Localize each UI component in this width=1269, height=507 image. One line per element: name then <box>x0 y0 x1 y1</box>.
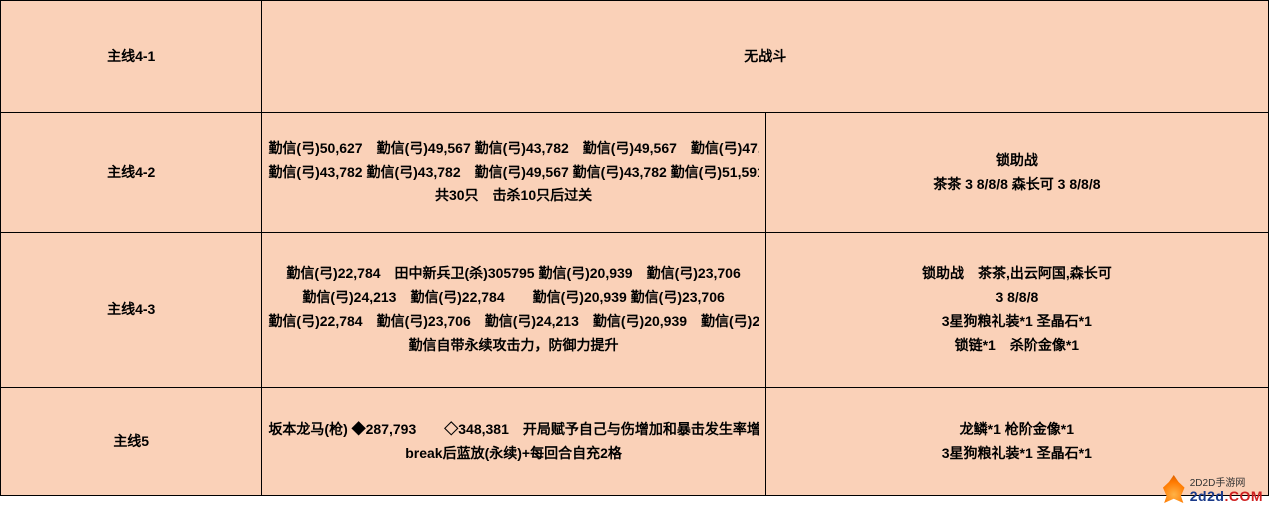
detail-cell: 勤信(弓)22,784 田中新兵卫(杀)305795 勤信(弓)20,939 勤… <box>262 233 765 388</box>
stage-cell: 主线4-3 <box>1 233 262 388</box>
stage-cell: 主线4-1 <box>1 1 262 113</box>
stage-cell: 主线5 <box>1 388 262 496</box>
detail-line: 勤信自带永续攻击力，防御力提升 <box>268 334 758 358</box>
stage-table: 主线4-1无战斗主线4-2勤信(弓)50,627 勤信(弓)49,567 勤信(… <box>0 0 1269 496</box>
detail-line: 勤信(弓)50,627 勤信(弓)49,567 勤信(弓)43,782 勤信(弓… <box>268 137 758 161</box>
watermark: 2D2D手游网 2d2d.COM <box>1162 475 1263 503</box>
stage-cell: 主线4-2 <box>1 113 262 233</box>
table-row: 主线4-2勤信(弓)50,627 勤信(弓)49,567 勤信(弓)43,782… <box>1 113 1269 233</box>
detail-line: 共30只 击杀10只后过关 <box>268 184 758 208</box>
note-line: 锁助战 茶茶,出云阿国,森长可 <box>772 262 1262 286</box>
detail-line: 无战斗 <box>268 45 1262 69</box>
note-line: 3星狗粮礼装*1 圣晶石*1 <box>772 310 1262 334</box>
detail-cell: 无战斗 <box>262 1 1269 113</box>
detail-line: 勤信(弓)43,782 勤信(弓)43,782 勤信(弓)49,567 勤信(弓… <box>268 161 758 185</box>
table-row: 主线4-1无战斗 <box>1 1 1269 113</box>
detail-line: 坂本龙马(枪) ◆287,793 ◇348,381 开局赋予自己与伤增加和暴击发… <box>268 418 758 442</box>
detail-cell: 勤信(弓)50,627 勤信(弓)49,567 勤信(弓)43,782 勤信(弓… <box>262 113 765 233</box>
note-line: 3 8/8/8 <box>772 286 1262 310</box>
detail-line: break后蓝放(永续)+每回合自充2格 <box>268 442 758 466</box>
stage-table-body: 主线4-1无战斗主线4-2勤信(弓)50,627 勤信(弓)49,567 勤信(… <box>1 1 1269 496</box>
note-line: 锁链*1 杀阶金像*1 <box>772 334 1262 358</box>
detail-cell: 坂本龙马(枪) ◆287,793 ◇348,381 开局赋予自己与伤增加和暴击发… <box>262 388 765 496</box>
note-cell: 锁助战茶茶 3 8/8/8 森长可 3 8/8/8 <box>765 113 1268 233</box>
detail-line: 勤信(弓)22,784 勤信(弓)23,706 勤信(弓)24,213 勤信(弓… <box>268 310 758 334</box>
table-row: 主线5坂本龙马(枪) ◆287,793 ◇348,381 开局赋予自己与伤增加和… <box>1 388 1269 496</box>
note-line: 茶茶 3 8/8/8 森长可 3 8/8/8 <box>772 173 1262 197</box>
note-line: 龙鳞*1 枪阶金像*1 <box>772 418 1262 442</box>
detail-line: 勤信(弓)24,213 勤信(弓)22,784 勤信(弓)20,939 勤信(弓… <box>268 286 758 310</box>
table-row: 主线4-3勤信(弓)22,784 田中新兵卫(杀)305795 勤信(弓)20,… <box>1 233 1269 388</box>
watermark-domain: 2d2d.COM <box>1190 489 1263 503</box>
note-line: 3星狗粮礼装*1 圣晶石*1 <box>772 442 1262 466</box>
detail-line: 勤信(弓)22,784 田中新兵卫(杀)305795 勤信(弓)20,939 勤… <box>268 262 758 286</box>
note-line: 锁助战 <box>772 149 1262 173</box>
flame-icon <box>1162 475 1186 503</box>
note-cell: 锁助战 茶茶,出云阿国,森长可3 8/8/83星狗粮礼装*1 圣晶石*1锁链*1… <box>765 233 1268 388</box>
